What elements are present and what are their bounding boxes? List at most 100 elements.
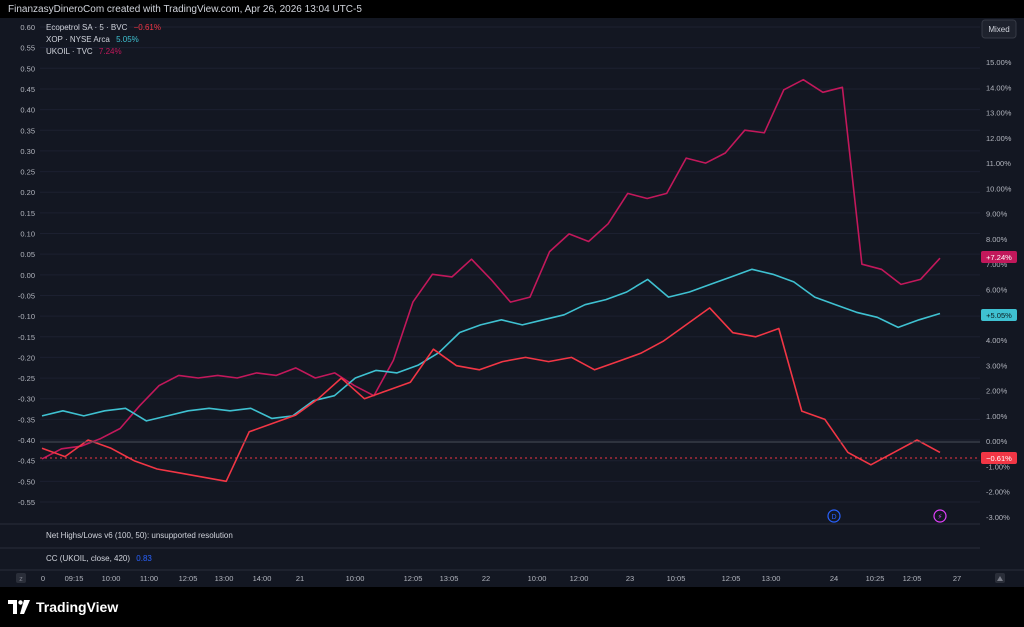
- footer: TradingView: [0, 587, 1024, 627]
- left-axis-tick-label: 0.05: [20, 250, 35, 259]
- left-axis-tick-label: -0.55: [18, 498, 35, 507]
- right-axis-tick-label: 10.00%: [986, 184, 1012, 193]
- right-axis-tick-label: 6.00%: [986, 286, 1008, 295]
- left-axis-tick-label: -0.35: [18, 415, 35, 424]
- x-axis-tick-label: 23: [626, 574, 634, 583]
- ecopetrol-price-badge: −0.61%: [981, 452, 1017, 464]
- right-axis-tick-label: 15.00%: [986, 58, 1012, 67]
- left-axis-tick-label: 0.55: [20, 44, 35, 53]
- right-axis-tick-label: 2.00%: [986, 387, 1008, 396]
- cc-label: CC (UKOIL, close, 420): [46, 554, 130, 563]
- x-axis-tick-label: 10:00: [528, 574, 547, 583]
- right-axis-tick-label: 13.00%: [986, 109, 1012, 118]
- left-axis-tick-label: -0.10: [18, 312, 35, 321]
- x-axis-tick-label: 13:00: [762, 574, 781, 583]
- x-axis-tick-label: 10:00: [102, 574, 121, 583]
- x-axis-tick-label: 24: [830, 574, 838, 583]
- right-axis-tick-label: 8.00%: [986, 235, 1008, 244]
- left-axis-tick-label: -0.25: [18, 374, 35, 383]
- left-axis-tick-label: 0.00: [20, 271, 35, 280]
- svg-text:−0.61%: −0.61%: [986, 454, 1012, 463]
- x-axis-tick-label: 09:15: [65, 574, 84, 583]
- right-axis-tick-label: 0.00%: [986, 437, 1008, 446]
- right-axis-tick-label: 1.00%: [986, 412, 1008, 421]
- right-axis-tick-label: -1.00%: [986, 462, 1010, 471]
- legend-ukoil-change: 7.24%: [99, 47, 122, 56]
- x-axis-tick-label: 10:25: [866, 574, 885, 583]
- ukoil-price-badge: +7.24%: [981, 251, 1017, 263]
- zoom-out-icon[interactable]: z: [16, 573, 26, 583]
- net-highs-lows-label: Net Highs/Lows v6 (100, 50): unsupported…: [46, 531, 233, 540]
- right-axis-tick-label: 7.00%: [986, 260, 1008, 269]
- left-axis-tick-label: -0.40: [18, 436, 35, 445]
- dividend-marker-icon[interactable]: D: [827, 509, 841, 523]
- left-axis-tick-label: -0.05: [18, 291, 35, 300]
- x-axis-tick-label: 13:05: [440, 574, 459, 583]
- x-axis-tick-label: 12:00: [570, 574, 589, 583]
- series-line-ukoil[interactable]: [41, 78, 941, 460]
- left-axis-tick-label: 0.20: [20, 188, 35, 197]
- series-line-xop[interactable]: [41, 268, 941, 422]
- xop-price-badge: +5.05%: [981, 309, 1017, 321]
- legend-ecopetrol-name: Ecopetrol SA · 5 · BVC: [46, 23, 128, 32]
- left-axis-tick-label: 0.30: [20, 147, 35, 156]
- x-axis-tick-label: 12:05: [903, 574, 922, 583]
- left-axis-tick-label: 0.60: [20, 23, 35, 32]
- legend-xop-change: 5.05%: [116, 35, 139, 44]
- x-axis-tick-label: 10:00: [346, 574, 365, 583]
- svg-text:UKOIL · TVC 7.24%: UKOIL · TVC 7.24%: [46, 47, 122, 56]
- left-axis-tick-label: 0.15: [20, 209, 35, 218]
- left-axis-tick-label: -0.15: [18, 333, 35, 342]
- right-axis-tick-label: 11.00%: [986, 159, 1011, 168]
- chart-header: FinanzasyDineroCom created with TradingV…: [8, 4, 362, 15]
- right-axis-tick-label: 3.00%: [986, 361, 1008, 370]
- left-axis-tick-label: 0.45: [20, 85, 35, 94]
- left-axis-tick-label: -0.30: [18, 395, 35, 404]
- x-axis-tick-label: 27: [953, 574, 961, 583]
- svg-text:+5.05%: +5.05%: [986, 311, 1012, 320]
- chart-area[interactable]: 0.60 0.55 0.50 0.45 0.40 0.35 0.30 0.25 0.20 0.15…: [0, 18, 1024, 587]
- legend-xop-name: XOP · NYSE Arca: [46, 35, 110, 44]
- x-axis-tick-label: 12:05: [179, 574, 198, 583]
- right-axis-tick-label: 14.00%: [986, 83, 1012, 92]
- right-axis-tick-label: 12.00%: [986, 134, 1012, 143]
- x-axis-tick-label: 13:00: [215, 574, 234, 583]
- tradingview-logo[interactable]: TradingView: [8, 599, 118, 615]
- tradingview-logo-text: TradingView: [36, 599, 119, 615]
- right-axis-tick-label: 4.00%: [986, 336, 1008, 345]
- series-line-ecopetrol[interactable]: [41, 307, 941, 483]
- left-axis-tick-label: 0.25: [20, 168, 35, 177]
- svg-text:CC (UKOIL, close, 420) 0: CC (UKOIL, close, 420) 0.83: [46, 554, 152, 563]
- scale-mode-button[interactable]: Mixed: [981, 19, 1017, 39]
- left-axis-tick-label: -0.45: [18, 457, 35, 466]
- x-axis-tick-label: 10:05: [667, 574, 686, 583]
- x-axis-tick-label: 12:05: [404, 574, 423, 583]
- x-axis-tick-label: 0: [41, 574, 45, 583]
- svg-text:XOP · NYSE Arca 5.05%: XOP · NYSE Arca 5.05%: [46, 35, 139, 44]
- left-axis-tick-label: -0.20: [18, 353, 35, 362]
- earnings-marker-icon[interactable]: ⚡: [933, 509, 947, 523]
- right-axis-tick-label: -3.00%: [986, 513, 1010, 522]
- scale-mode-label: Mixed: [988, 25, 1009, 34]
- left-axis-tick-label: -0.50: [18, 477, 35, 486]
- svg-text:D: D: [831, 514, 836, 521]
- scroll-to-end-icon[interactable]: [995, 573, 1005, 583]
- svg-text:+7.24%: +7.24%: [986, 253, 1012, 262]
- legend-ukoil-name: UKOIL · TVC: [46, 47, 93, 56]
- x-axis-tick-label: 11:00: [140, 574, 158, 583]
- right-axis-tick-label: 9.00%: [986, 210, 1008, 219]
- left-axis-tick-label: 0.40: [20, 106, 35, 115]
- legend-ecopetrol-change: −0.61%: [134, 23, 161, 32]
- left-axis-tick-label: 0.10: [20, 230, 35, 239]
- left-axis-tick-label: 0.50: [20, 64, 35, 73]
- x-axis-tick-label: 14:00: [253, 574, 272, 583]
- right-axis-tick-label: -2.00%: [986, 488, 1010, 497]
- x-axis-tick-label: 12:05: [722, 574, 741, 583]
- tradingview-logo-icon: [8, 600, 30, 614]
- x-axis-tick-label: 21: [296, 574, 304, 583]
- svg-text:z: z: [19, 576, 23, 583]
- svg-text:Ecopetrol SA · 5 · BVC: Ecopetrol SA · 5 · BVC −0.61%: [46, 23, 161, 32]
- legend[interactable]: Ecopetrol SA · 5 · BVC −0.61% XOP · NYSE…: [46, 23, 161, 56]
- chart-canvas[interactable]: 0.60 0.55 0.50 0.45 0.40 0.35 0.30 0.25 0.20 0.15…: [0, 18, 1024, 587]
- x-axis-tick-label: 22: [482, 574, 490, 583]
